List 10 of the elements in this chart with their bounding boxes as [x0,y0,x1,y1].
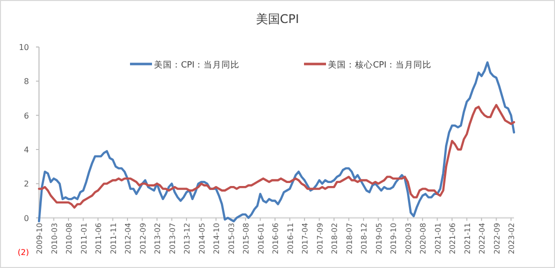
y-tick-label: 6 [24,111,29,120]
y-tick-label: 8 [24,77,29,86]
y-tick-label: (2) [18,248,29,257]
y-tick-label: 10 [18,43,29,52]
chart-title: 美国CPI [256,12,300,26]
y-tick-label: 4 [24,146,29,154]
y-tick-label: 0 [24,214,29,223]
y-tick-label: 2 [24,180,29,189]
legend-label: 美国：核心CPI：当月同比 [328,60,432,70]
legend-label: 美国：CPI：当月同比 [154,60,240,70]
